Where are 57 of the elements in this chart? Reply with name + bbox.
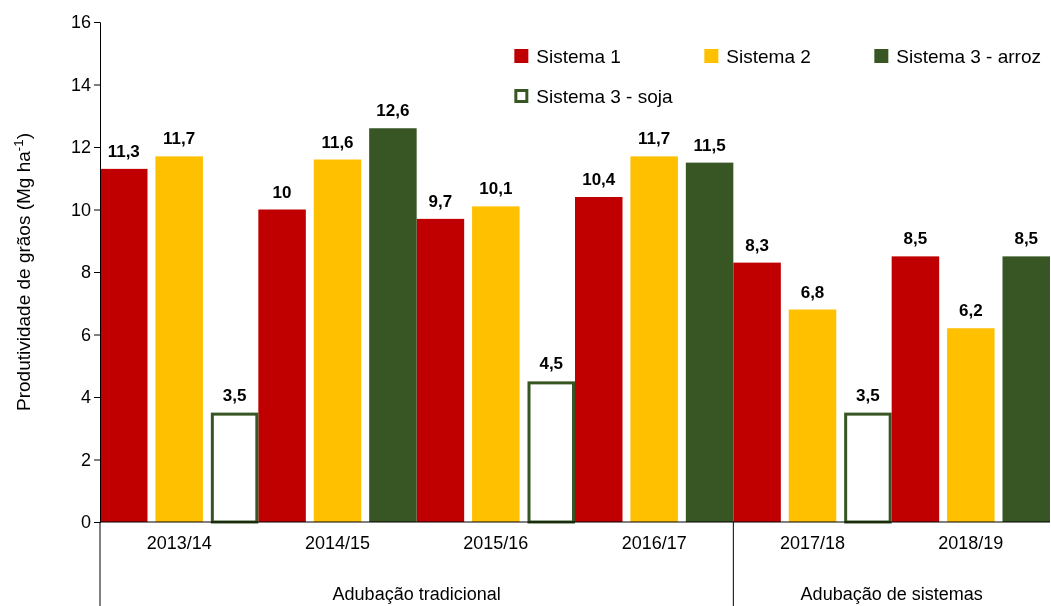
data-label: 12,6 — [376, 101, 410, 121]
text: Adubação de sistemas — [800, 584, 983, 604]
data-label: 4,5 — [539, 354, 564, 374]
x-tick-label: 2015/16 — [463, 532, 529, 553]
y-tick-label: 0 — [80, 512, 91, 533]
bar — [416, 218, 465, 522]
x-tick-label: 2013/14 — [146, 532, 212, 553]
bar — [685, 162, 734, 522]
legend-label: Sistema 3 - arroz — [896, 46, 1041, 67]
x-tick-label: 2018/19 — [938, 532, 1004, 553]
data-label: 3,5 — [222, 385, 247, 405]
bar — [733, 262, 781, 522]
bar — [1002, 256, 1050, 522]
bar — [788, 309, 837, 522]
bar — [891, 256, 940, 522]
data-label: 6,8 — [800, 282, 825, 302]
bar — [472, 206, 520, 522]
bar — [369, 128, 417, 522]
x-tick-label: 2016/17 — [621, 532, 687, 553]
bar — [947, 328, 995, 522]
bar — [527, 381, 575, 524]
bar — [630, 156, 678, 522]
bar — [575, 197, 623, 522]
legend-label: Sistema 1 — [536, 46, 621, 67]
x-tick-label: 2017/18 — [779, 532, 846, 553]
data-label: 11,7 — [163, 129, 196, 149]
y-tick-label: 10 — [70, 199, 91, 220]
bar — [210, 412, 259, 524]
y-tick-label: 4 — [80, 387, 91, 408]
y-tick-label: 12 — [70, 137, 91, 158]
data-label: 6,2 — [959, 301, 983, 321]
y-tick-label: 6 — [80, 324, 91, 345]
data-label: 11,3 — [107, 141, 140, 161]
y-tick-label: 8 — [80, 262, 91, 283]
data-label: 11,7 — [638, 129, 671, 149]
y-tick-label: 16 — [70, 12, 91, 33]
data-label: 8,5 — [1014, 229, 1039, 249]
x-tick-label: 2014/15 — [304, 532, 371, 553]
bar — [100, 168, 148, 522]
data-label: 8,5 — [903, 229, 928, 249]
data-label: 11,5 — [693, 135, 726, 155]
data-label: 10,4 — [582, 170, 616, 189]
legend-label: Sistema 2 — [726, 46, 811, 67]
bar — [258, 209, 306, 522]
data-label: 11,6 — [321, 132, 354, 152]
bar — [844, 412, 892, 524]
data-label: 8,3 — [745, 235, 769, 255]
data-label: 3,5 — [856, 385, 880, 405]
text: Adubação tradicional — [332, 584, 501, 604]
data-label: 10,1 — [479, 179, 513, 199]
y-tick-label: 14 — [70, 74, 91, 95]
data-label: 9,7 — [428, 191, 453, 211]
bar — [313, 159, 362, 522]
legend-label: Sistema 3 - soja — [536, 86, 673, 107]
y-tick-label: 2 — [80, 449, 91, 470]
data-label: 10 — [272, 182, 292, 202]
bar — [155, 156, 203, 522]
